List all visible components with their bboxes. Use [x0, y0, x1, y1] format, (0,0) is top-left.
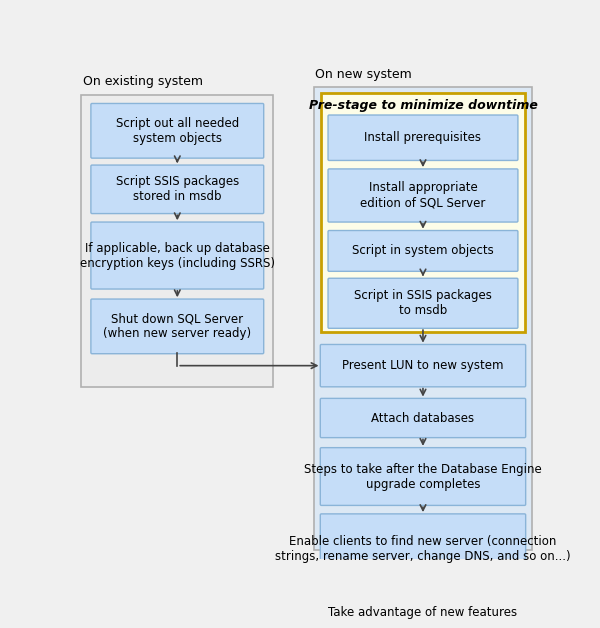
Text: Attach databases: Attach databases [371, 411, 475, 425]
Bar [81, 95, 274, 387]
FancyBboxPatch shape [320, 592, 526, 628]
Text: Pre-stage to minimize downtime: Pre-stage to minimize downtime [308, 99, 538, 112]
Text: Steps to take after the Database Engine
upgrade completes: Steps to take after the Database Engine … [304, 463, 542, 490]
FancyBboxPatch shape [320, 514, 526, 584]
Text: Take advantage of new features: Take advantage of new features [328, 606, 518, 619]
Bar [314, 87, 532, 551]
Text: On new system: On new system [315, 68, 412, 81]
FancyBboxPatch shape [328, 278, 518, 328]
FancyBboxPatch shape [91, 165, 264, 214]
FancyBboxPatch shape [328, 230, 518, 271]
Text: Script in SSIS packages
to msdb: Script in SSIS packages to msdb [354, 290, 492, 317]
Text: Script out all needed
system objects: Script out all needed system objects [116, 117, 239, 145]
Text: On existing system: On existing system [83, 75, 203, 89]
FancyBboxPatch shape [91, 222, 264, 289]
FancyBboxPatch shape [320, 398, 526, 438]
Text: Shut down SQL Server
(when new server ready): Shut down SQL Server (when new server re… [103, 312, 251, 340]
FancyBboxPatch shape [328, 115, 518, 160]
FancyBboxPatch shape [328, 169, 518, 222]
FancyBboxPatch shape [320, 448, 526, 506]
Text: Enable clients to find new server (connection
strings, rename server, change DNS: Enable clients to find new server (conne… [275, 535, 571, 563]
FancyBboxPatch shape [320, 345, 526, 387]
Text: Script SSIS packages
stored in msdb: Script SSIS packages stored in msdb [116, 175, 239, 203]
Text: If applicable, back up database
encryption keys (including SSRS): If applicable, back up database encrypti… [80, 242, 275, 269]
FancyBboxPatch shape [91, 299, 264, 354]
Text: Install appropriate
edition of SQL Server: Install appropriate edition of SQL Serve… [360, 181, 485, 210]
Text: Install prerequisites: Install prerequisites [364, 131, 481, 144]
FancyBboxPatch shape [91, 104, 264, 158]
Text: Script in system objects: Script in system objects [352, 244, 494, 257]
Text: Present LUN to new system: Present LUN to new system [342, 359, 504, 372]
Bar [322, 93, 524, 332]
